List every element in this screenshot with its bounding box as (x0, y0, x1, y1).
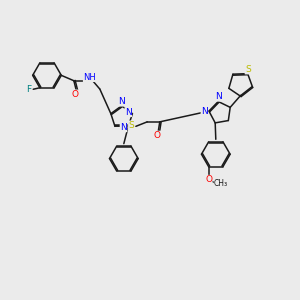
Text: S: S (245, 65, 251, 74)
Text: CH₃: CH₃ (214, 179, 228, 188)
Text: O: O (154, 131, 160, 140)
Text: N: N (118, 97, 125, 106)
Text: S: S (128, 121, 134, 130)
Text: O: O (205, 175, 212, 184)
Text: N: N (215, 92, 222, 101)
Text: N: N (201, 107, 208, 116)
Text: O: O (71, 90, 78, 99)
Text: NH: NH (83, 73, 96, 82)
Text: N: N (120, 123, 127, 132)
Text: N: N (125, 108, 132, 117)
Text: F: F (26, 85, 31, 94)
